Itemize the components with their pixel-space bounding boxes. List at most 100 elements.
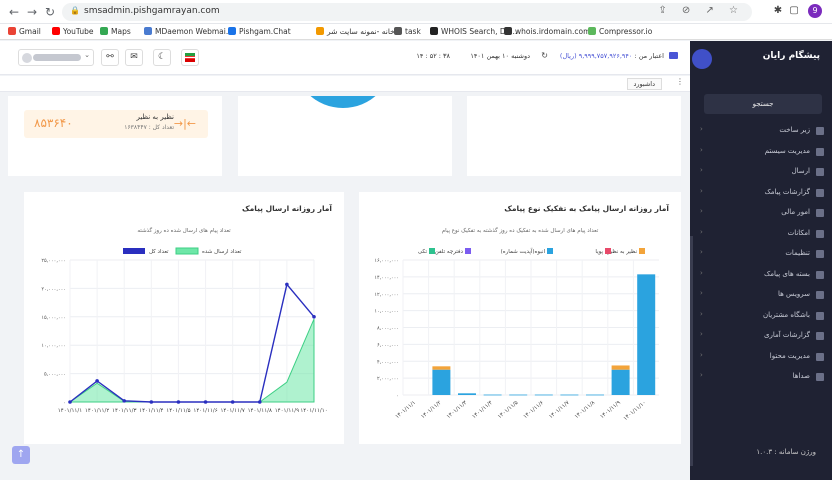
- dark-mode-icon[interactable]: ☾: [153, 49, 171, 66]
- x-tick-label: ۱۴۰۱/۱۱/۹: [275, 408, 299, 414]
- x-tick-label: ۱۴۰۱/۱۱/۵: [166, 408, 190, 414]
- y-tick-label: ۲۵,۰۰۰,۰۰۰: [41, 258, 66, 264]
- sidebar-item[interactable]: امکانات ‹: [700, 226, 824, 242]
- y-tick-label: ۲,۰۰۰,۰۰۰: [377, 376, 399, 382]
- address-bar[interactable]: 🔒 smsadmin.pishgamrayan.com ⇪ ⊘ ↗ ☆: [62, 3, 752, 21]
- sidebar-item[interactable]: گزارشات آماری ‹: [700, 328, 824, 344]
- sidepanel-icon[interactable]: ▢: [789, 5, 799, 16]
- bookmark-item[interactable]: Pishgam.Chat: [228, 27, 291, 36]
- bar-segment: [611, 369, 630, 395]
- data-point: [122, 399, 127, 403]
- more-options-icon[interactable]: ⋮: [676, 77, 684, 86]
- chart-subtitle: تعداد پیام های ارسال شده به تفکیک ده روز…: [441, 228, 599, 234]
- sidebar-item[interactable]: ارسال ‹: [700, 164, 824, 180]
- refresh-credit-icon[interactable]: ↻: [541, 51, 548, 60]
- network-icon[interactable]: ⚯: [101, 49, 119, 66]
- scroll-to-top-button[interactable]: ↑: [12, 446, 30, 464]
- sidebar-item[interactable]: سرویس ها ‹: [700, 287, 824, 303]
- reload-icon[interactable]: ↻: [44, 5, 56, 19]
- x-tick-label: ۱۴۰۱/۱۱/۸: [248, 408, 272, 414]
- bookmark-item[interactable]: MDaemon Webmai...: [144, 27, 233, 36]
- sidebar-item[interactable]: بسته های پیامک ‹: [700, 267, 824, 283]
- sidebar-item[interactable]: باشگاه مشتریان ‹: [700, 308, 824, 324]
- legend-label: دفترچه تلفن: [435, 249, 464, 255]
- sidebar-item[interactable]: گزارشات پیامک ‹: [700, 185, 824, 201]
- menu-item-icon: [816, 373, 824, 381]
- series-line-total: [69, 282, 315, 403]
- back-icon[interactable]: ←: [8, 5, 20, 19]
- legend-swatch: [639, 248, 645, 254]
- sidebar-item-label: امور مالی: [781, 208, 810, 216]
- x-tick-label: ۱۴۰۱/۱۱/۹: [599, 400, 622, 420]
- menu-item-icon: [816, 147, 824, 156]
- brand-name: پیشگام رایان: [762, 51, 820, 61]
- forward-icon[interactable]: →: [26, 5, 38, 19]
- sidebar-item[interactable]: زیر ساخت ‹: [700, 123, 824, 139]
- address-bar-icons[interactable]: ⇪ ⊘ ↗ ☆: [658, 5, 744, 16]
- data-point: [176, 400, 181, 404]
- bookmark-item[interactable]: whois.irdomain.com: [504, 27, 590, 36]
- y-tick-label: ۱۰,۰۰۰,۰۰۰: [374, 309, 399, 315]
- user-name-redacted: [33, 54, 81, 61]
- data-point: [312, 315, 316, 319]
- bookmark-label: Compressor.io: [599, 27, 653, 36]
- sidebar-item-label: گزارشات پیامک: [764, 187, 810, 196]
- sidebar-item-label: ارسال: [791, 167, 810, 175]
- browser-toolbar: ← → ↻ 🔒 smsadmin.pishgamrayan.com ⇪ ⊘ ↗ …: [0, 0, 832, 24]
- x-tick-label: ۱۴۰۱/۱۱/۳: [446, 400, 469, 420]
- bookmark-item[interactable]: Compressor.io: [588, 27, 652, 36]
- chevron-left-icon: ‹: [700, 330, 703, 338]
- legend-label: تعداد ارسال شده: [202, 249, 242, 255]
- top-bar: اعتبار من : ۹,۹۹۹,۷۵۷,۹۲۶,۹۴۰ (ریال) ↻ د…: [0, 41, 690, 75]
- lock-icon: 🔒: [70, 6, 80, 15]
- sidebar-item-label: تنظیمات: [785, 249, 810, 257]
- credit-amount: ۹,۹۹۹,۷۵۷,۹۲۶,۹۴۰ (ریال): [559, 52, 633, 60]
- bookmark-item[interactable]: Gmail: [8, 27, 41, 36]
- x-tick-label: ۱۴۰۱/۱۱/۶: [523, 400, 546, 420]
- menu-item-icon: [816, 352, 824, 361]
- profile-avatar[interactable]: 9: [808, 4, 822, 18]
- sidebar-item-label: گزارشات آماری: [763, 331, 810, 339]
- bookmark-item[interactable]: خانه -نمونه سایت شر...: [316, 27, 402, 36]
- sidebar-item[interactable]: تنظیمات ‹: [700, 246, 824, 262]
- bar-segment: [483, 394, 502, 396]
- x-tick-label: ۱۴۰۱/۱۱/۱: [395, 400, 418, 420]
- bookmark-item[interactable]: WHOIS Search, Do...: [430, 27, 517, 36]
- tab-dashboard[interactable]: داشبورد: [626, 78, 662, 90]
- user-menu[interactable]: ⌄: [18, 49, 94, 66]
- y-tick-label: ۸,۰۰۰,۰۰۰: [377, 326, 399, 332]
- sms-by-type-chart-card: آمار روزانه ارسال پیامک به تفکیک نوع پیا…: [359, 192, 681, 444]
- bookmark-item[interactable]: Maps: [100, 27, 131, 36]
- chevron-left-icon: ‹: [700, 289, 703, 297]
- bar-segment: [534, 394, 553, 396]
- bookmark-icon: [394, 27, 402, 35]
- sidebar-item[interactable]: امور مالی ‹: [700, 205, 824, 221]
- messages-icon[interactable]: ✉: [125, 49, 143, 66]
- sidebar-item-label: صداها: [792, 372, 810, 380]
- peer-to-peer-stat: →|← نظیر به نظیر تعداد کل : ۱۶۳۸۴۴۷ ۸۵۳۶…: [24, 110, 208, 138]
- chart-subtitle: تعداد پیام های ارسال شده ده روز گذشته: [137, 228, 231, 234]
- menu-item-icon: [816, 209, 824, 217]
- bookmark-item[interactable]: task: [394, 27, 421, 36]
- sidebar-item[interactable]: صداها ‹: [700, 369, 824, 385]
- bar-segment: [560, 394, 579, 396]
- extensions-area[interactable]: ✱ ▢ 9: [774, 4, 822, 18]
- sidebar-item[interactable]: مدیریت محتوا ‹: [700, 349, 824, 365]
- chart-title: آمار روزانه ارسال پیامک به تفکیک نوع پیا…: [504, 204, 669, 213]
- extensions-icon[interactable]: ✱: [773, 5, 783, 16]
- sidebar-item-label: باشگاه مشتریان: [762, 310, 810, 319]
- sidebar-scrollbar[interactable]: [690, 236, 693, 466]
- iran-flag-icon[interactable]: [181, 49, 199, 66]
- bookmark-item[interactable]: YouTube: [52, 27, 94, 36]
- bookmark-icon: [52, 27, 60, 35]
- search-button[interactable]: جستجو: [704, 94, 822, 114]
- data-point: [230, 400, 235, 404]
- bookmark-label: whois.irdomain.com: [515, 27, 591, 36]
- x-tick-label: ۱۴۰۱/۱۱/۲: [420, 400, 443, 420]
- legend-label: تکی: [418, 248, 428, 255]
- y-tick-label: ۰: [63, 400, 66, 406]
- sidebar-item[interactable]: مدیریت سیستم ‹: [700, 144, 824, 160]
- x-tick-label: ۱۴۰۱/۱۱/۸: [574, 400, 597, 420]
- chevron-left-icon: ‹: [700, 186, 703, 195]
- bookmark-label: Gmail: [19, 27, 41, 36]
